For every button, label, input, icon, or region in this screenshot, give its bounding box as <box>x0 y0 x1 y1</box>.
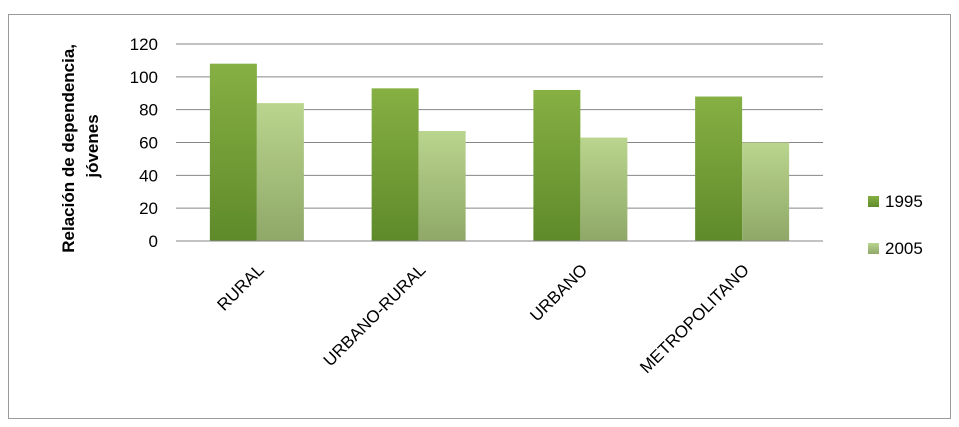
bars <box>209 63 790 242</box>
legend-label: 2005 <box>885 239 923 258</box>
y-tick-label: 60 <box>139 134 158 153</box>
bar-1995-rural <box>209 63 257 242</box>
x-tick-label: RURAL <box>214 260 268 314</box>
legend-label: 1995 <box>885 192 923 211</box>
y-tick-label: 120 <box>130 35 158 54</box>
legend-swatch-1995 <box>868 196 879 207</box>
y-axis-label: Relación de dependencia, jóvenes <box>59 39 102 253</box>
legend-swatch-2005 <box>868 243 879 254</box>
y-tick-label: 40 <box>139 166 158 185</box>
chart-frame <box>8 14 951 419</box>
x-tick-label: URBANO <box>526 260 591 325</box>
x-tick-labels: RURAL URBANO-RURAL URBANO METROPOLITANO <box>214 260 753 377</box>
y-tick-label: 100 <box>130 68 158 87</box>
y-axis-label-line-1: Relación de dependencia, <box>59 44 78 253</box>
bar-2005-urbano-rural <box>418 131 466 241</box>
bar-1995-urbano-rural <box>371 88 419 241</box>
x-tick-label: URBANO-RURAL <box>320 260 430 370</box>
legend: 1995 2005 <box>868 192 923 258</box>
y-axis-label-line-2: jóvenes <box>83 114 102 178</box>
bar-2005-metropolitano <box>742 142 790 241</box>
x-tick-label: METROPOLITANO <box>636 260 753 377</box>
bar-2005-urbano <box>580 137 628 241</box>
y-tick-label: 80 <box>139 101 158 120</box>
bar-1995-urbano <box>533 89 581 241</box>
y-tick-label: 0 <box>149 232 158 251</box>
bar-1995-metropolitano <box>695 96 743 242</box>
y-tick-label: 20 <box>139 199 158 218</box>
bar-2005-rural <box>256 103 304 241</box>
y-tick-labels: 0 20 40 60 80 100 120 <box>130 35 158 251</box>
